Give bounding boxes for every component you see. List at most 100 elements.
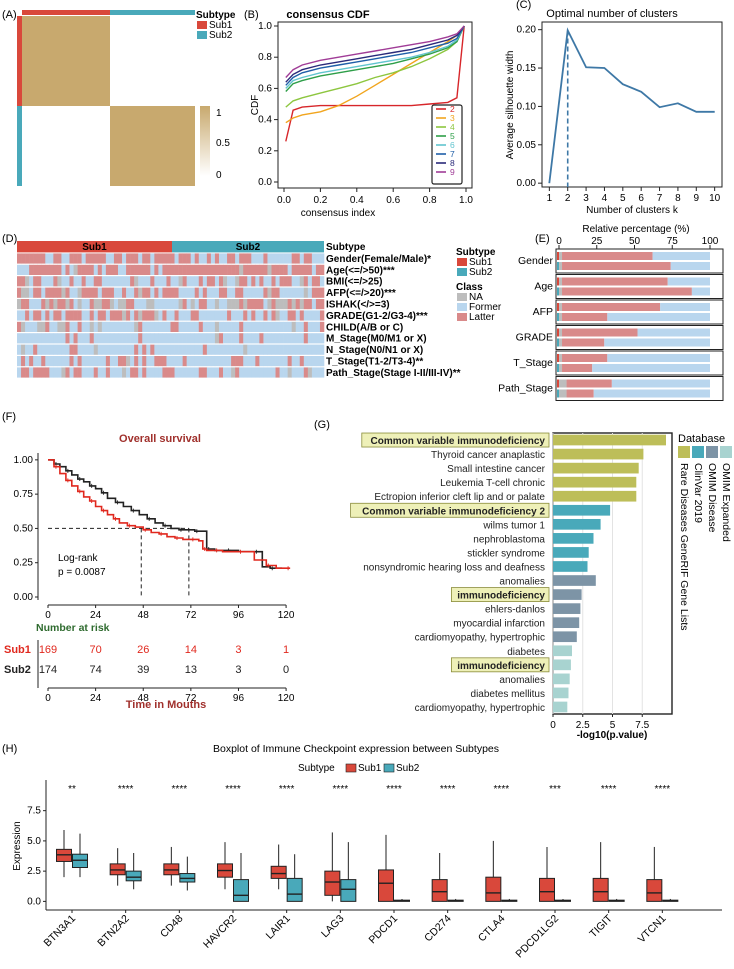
d-heat-cell bbox=[231, 333, 236, 344]
d-heat-cell bbox=[271, 299, 276, 310]
d-heat-cell bbox=[57, 356, 62, 367]
d-heat-cell bbox=[105, 356, 111, 367]
d-heat-cell bbox=[21, 276, 26, 287]
d-heat-cell bbox=[279, 367, 284, 378]
d-heat-cell bbox=[69, 367, 74, 378]
d-heat-cell bbox=[295, 264, 301, 275]
d-heat-cell bbox=[85, 264, 91, 275]
e-bar-segment bbox=[691, 287, 710, 296]
e-bar-segment bbox=[637, 328, 710, 337]
d-row-cells bbox=[17, 321, 325, 332]
g-bar bbox=[553, 673, 570, 685]
d-heat-cell bbox=[279, 264, 284, 275]
d-heat-cell bbox=[81, 287, 86, 298]
d-heat-cell bbox=[85, 299, 91, 310]
d-heat-cell bbox=[138, 253, 143, 264]
d-heat-cell bbox=[247, 321, 252, 332]
d-heat-cell bbox=[311, 367, 317, 378]
d-heat-cell bbox=[263, 356, 268, 367]
g-bar bbox=[553, 434, 666, 446]
d-heat-cell bbox=[186, 333, 191, 344]
b-ytick-label: 1.0 bbox=[258, 21, 272, 32]
d-heat-cell bbox=[25, 344, 30, 355]
d-heat-cell bbox=[85, 276, 91, 287]
d-heat-cell bbox=[315, 253, 321, 264]
d-heat-cell bbox=[33, 253, 38, 264]
h-ytick-label: 0.0 bbox=[27, 896, 41, 907]
d-heat-cell bbox=[150, 264, 155, 275]
d-heat-cell bbox=[73, 356, 78, 367]
d-heat-cell bbox=[45, 367, 50, 378]
d-heat-cell bbox=[89, 344, 95, 355]
d-heat-cell bbox=[174, 321, 179, 332]
d-heat-cell bbox=[198, 299, 204, 310]
d-heat-cell bbox=[263, 253, 268, 264]
d-heat-cell bbox=[154, 276, 159, 287]
f-xlabel: Time in Mouths bbox=[126, 699, 206, 711]
d-heat-cell bbox=[182, 264, 187, 275]
d-heat-cell bbox=[154, 333, 159, 344]
d-heat-cell bbox=[150, 299, 155, 310]
d-heat-cell bbox=[77, 253, 82, 264]
d-heat-cell bbox=[150, 276, 155, 287]
d-heat-cell bbox=[223, 367, 228, 378]
d-heat-cell bbox=[283, 344, 288, 355]
f-censor-mark bbox=[214, 548, 219, 553]
d-heat-cell bbox=[138, 344, 143, 355]
d-heat-cell bbox=[45, 310, 50, 321]
e-bar-segment bbox=[660, 303, 710, 311]
d-heat-cell bbox=[154, 264, 159, 275]
d-heat-cell bbox=[101, 367, 107, 378]
c-xtick-label: 8 bbox=[675, 193, 681, 204]
d-heat-cell bbox=[89, 264, 95, 275]
e-bar-segment bbox=[652, 252, 710, 260]
g-bar-label: ehlers-danlos bbox=[485, 605, 545, 616]
d-heat-cell bbox=[45, 356, 50, 367]
d-heat-cell bbox=[198, 253, 204, 264]
d-heat-cell bbox=[65, 367, 70, 378]
d-heat-cell bbox=[61, 276, 66, 287]
d-clinical-heatmap: Sub1 Sub2 SubtypeGender(Female/Male)*Age(<… bbox=[17, 241, 461, 379]
d-heat-cell bbox=[29, 310, 34, 321]
f-censor-mark bbox=[163, 523, 168, 528]
d-heat-cell bbox=[166, 253, 171, 264]
a-legend-title: Subtype bbox=[196, 10, 236, 21]
d-heat-cell bbox=[146, 321, 151, 332]
d-heat-cell bbox=[182, 367, 187, 378]
d-heat-cell bbox=[49, 356, 54, 367]
d-heat-cell bbox=[255, 356, 260, 367]
f-xtick-label: 48 bbox=[138, 610, 150, 621]
d-heat-cell bbox=[97, 253, 103, 264]
f-xtick-label: 96 bbox=[233, 610, 245, 621]
d-heat-cell bbox=[186, 299, 191, 310]
h-title: Boxplot of Immune Checkpoint expression … bbox=[213, 743, 499, 755]
d-heat-cell bbox=[231, 321, 236, 332]
d-legend-swatch-sub2 bbox=[457, 268, 467, 276]
d-heat-cell bbox=[126, 321, 131, 332]
d-heat-cell bbox=[65, 333, 70, 344]
d-heat-cell bbox=[33, 299, 38, 310]
d-heat-cell bbox=[146, 333, 151, 344]
d-heat-cell bbox=[57, 321, 62, 332]
d-heat-cell bbox=[315, 344, 321, 355]
d-heat-cell bbox=[61, 321, 66, 332]
d-heat-cell bbox=[29, 287, 34, 298]
b-legend-label: 3 bbox=[450, 113, 455, 123]
d-heat-cell bbox=[93, 344, 99, 355]
e-bar-subtype-marker bbox=[557, 287, 559, 296]
d-heat-cell bbox=[227, 321, 232, 332]
d-heat-cell bbox=[295, 310, 301, 321]
d-heat-cell bbox=[235, 287, 240, 298]
d-heat-cell bbox=[275, 344, 280, 355]
f-ytick-label: 0.25 bbox=[14, 558, 34, 569]
d-heat-cell bbox=[227, 287, 232, 298]
f-ytick-label: 0.00 bbox=[14, 592, 34, 603]
b-legend-label: 5 bbox=[450, 131, 455, 141]
d-heat-cell bbox=[150, 344, 155, 355]
d-subtype-label-sub2: Sub2 bbox=[236, 242, 261, 253]
d-heat-cell bbox=[142, 344, 147, 355]
d-heat-cell bbox=[299, 333, 305, 344]
d-heat-cell bbox=[206, 367, 212, 378]
d-heat-cell bbox=[33, 321, 38, 332]
f-risk-count: 174 bbox=[39, 664, 57, 676]
